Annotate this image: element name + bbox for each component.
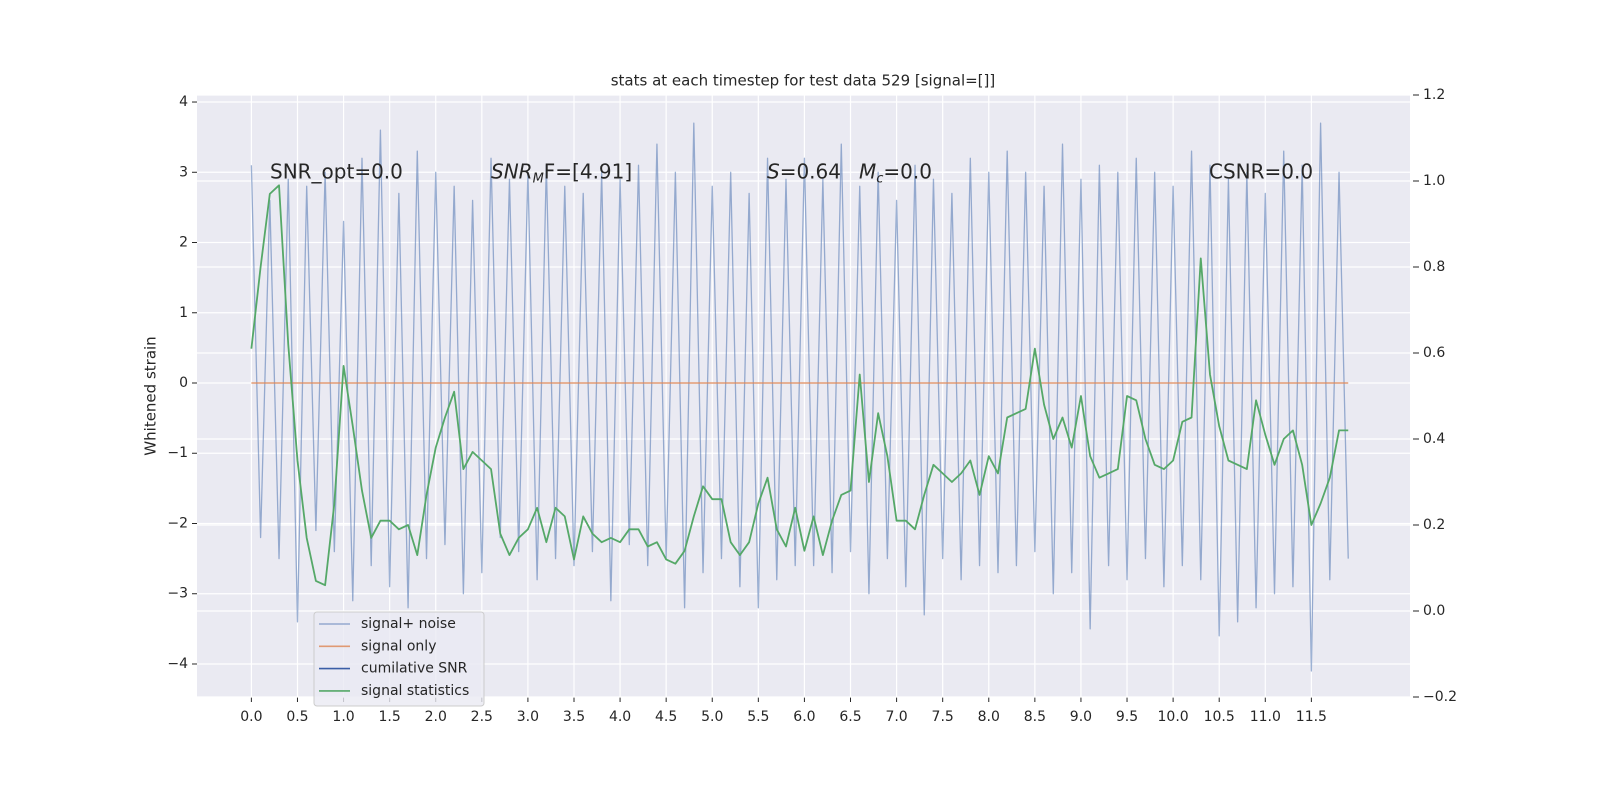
y-tick-label: 2 xyxy=(179,235,188,251)
annotation-text: F=[4.91] xyxy=(544,159,632,183)
annotation-symbol: SNR xyxy=(491,159,533,183)
y-tick-label: 1 xyxy=(179,305,188,321)
annotation-text: CSNR=0.0 xyxy=(1209,159,1313,183)
y2-tick-label: 0.4 xyxy=(1423,431,1445,447)
y-tick-label: 3 xyxy=(179,164,188,180)
y-tick-label: 4 xyxy=(179,94,188,110)
x-tick-label: 4.5 xyxy=(655,709,677,725)
annotation-subscript: M xyxy=(533,171,544,186)
series-line xyxy=(250,122,1349,672)
y2-tick-label: 1.2 xyxy=(1423,87,1445,103)
x-tick-label: 6.5 xyxy=(839,709,861,725)
y-tick-label: −2 xyxy=(167,515,188,531)
y2-tick-label: 0.0 xyxy=(1423,603,1445,619)
y-tick-label: −1 xyxy=(167,445,188,461)
y-axis-label: Whitened strain xyxy=(142,336,160,455)
y2-tick-label: 0.2 xyxy=(1423,517,1445,533)
annotation-text: =0.0 xyxy=(883,159,932,183)
annotation: Mc=0.0 xyxy=(859,159,932,186)
y2-tick-label: 1.0 xyxy=(1423,173,1445,189)
x-tick-label: 2.0 xyxy=(425,709,447,725)
x-tick-label: 9.5 xyxy=(1116,709,1138,725)
annotation-text: =0.64 xyxy=(780,159,841,183)
y2-tick-label: 0.8 xyxy=(1423,259,1445,275)
annotation-symbol: S xyxy=(767,159,780,183)
y-tick-label: −4 xyxy=(167,656,188,672)
x-tick-label: 3.5 xyxy=(563,709,585,725)
annotation: CSNR=0.0 xyxy=(1209,159,1313,183)
annotation: SNRMF=[4.91] xyxy=(491,159,632,186)
x-tick-label: 0.5 xyxy=(286,709,308,725)
x-tick-label: 5.0 xyxy=(701,709,723,725)
x-tick-label: 8.0 xyxy=(978,709,1000,725)
x-tick-label: 3.0 xyxy=(517,709,539,725)
annotation-symbol: M xyxy=(859,159,876,183)
annotation-subscript: c xyxy=(876,171,883,186)
x-tick-label: 1.5 xyxy=(379,709,401,725)
x-tick-label: 11.0 xyxy=(1250,709,1281,725)
x-tick-label: 8.5 xyxy=(1024,709,1046,725)
x-tick-label: 10.0 xyxy=(1158,709,1189,725)
y-tick-label: 0 xyxy=(179,375,188,391)
x-tick-label: 1.0 xyxy=(332,709,354,725)
legend-label: signal only xyxy=(361,638,436,654)
x-tick-label: 9.0 xyxy=(1070,709,1092,725)
x-tick-label: 0.0 xyxy=(240,709,262,725)
chart-title: stats at each timestep for test data 529… xyxy=(611,72,996,90)
x-tick-label: 7.0 xyxy=(885,709,907,725)
x-tick-label: 10.5 xyxy=(1204,709,1235,725)
legend-box xyxy=(313,611,485,707)
x-tick-label: 11.5 xyxy=(1296,709,1327,725)
x-tick-label: 5.5 xyxy=(747,709,769,725)
x-tick-label: 7.5 xyxy=(932,709,954,725)
y2-tick-label: 0.6 xyxy=(1423,345,1445,361)
x-tick-label: 2.5 xyxy=(471,709,493,725)
series-line xyxy=(250,184,1349,587)
legend-label: signal statistics xyxy=(361,683,469,699)
annotation-text: SNR_opt=0.0 xyxy=(270,159,403,183)
y-tick-label: −3 xyxy=(167,586,188,602)
legend-label: signal+ noise xyxy=(361,616,456,632)
legend-label: cumilative SNR xyxy=(361,661,468,677)
y2-tick-label: −0.2 xyxy=(1423,689,1457,705)
x-tick-label: 4.0 xyxy=(609,709,631,725)
annotation: SNR_opt=0.0 xyxy=(270,159,403,183)
x-tick-label: 6.0 xyxy=(793,709,815,725)
annotation: S=0.64 xyxy=(767,159,841,183)
